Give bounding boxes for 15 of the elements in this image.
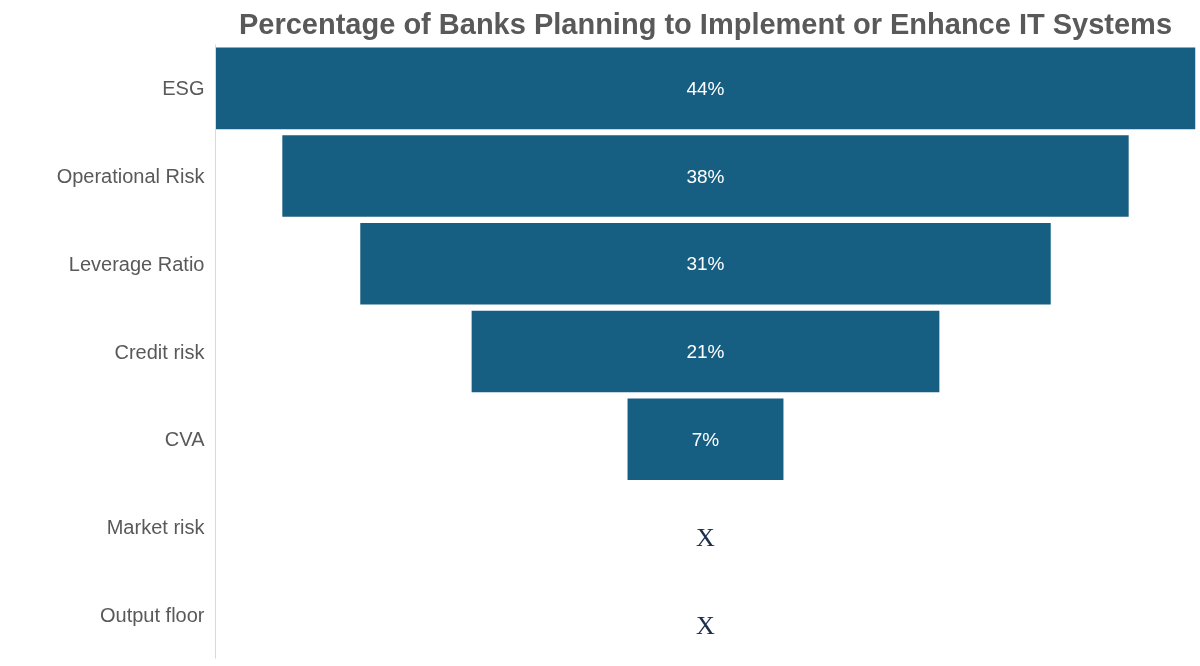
data-label: X	[696, 610, 716, 640]
data-label: 44%	[686, 77, 725, 99]
category-label: Operational Risk	[56, 165, 206, 188]
category-label: Credit risk	[114, 340, 206, 363]
data-label: 7%	[691, 428, 720, 450]
data-label: 21%	[686, 341, 725, 362]
text: Percentage of Banks Planning to Implement or Enhance IT Systems	[238, 7, 1173, 40]
data-label: 38%	[686, 165, 725, 187]
category-label: Output floor	[100, 603, 205, 626]
category-label: Leverage Ratio	[68, 252, 205, 275]
category-label: CVA	[164, 428, 206, 451]
category-label: Market risk	[106, 515, 206, 538]
category-label: ESG	[162, 77, 205, 100]
data-label: X	[696, 522, 716, 552]
data-label: 31%	[686, 253, 725, 275]
